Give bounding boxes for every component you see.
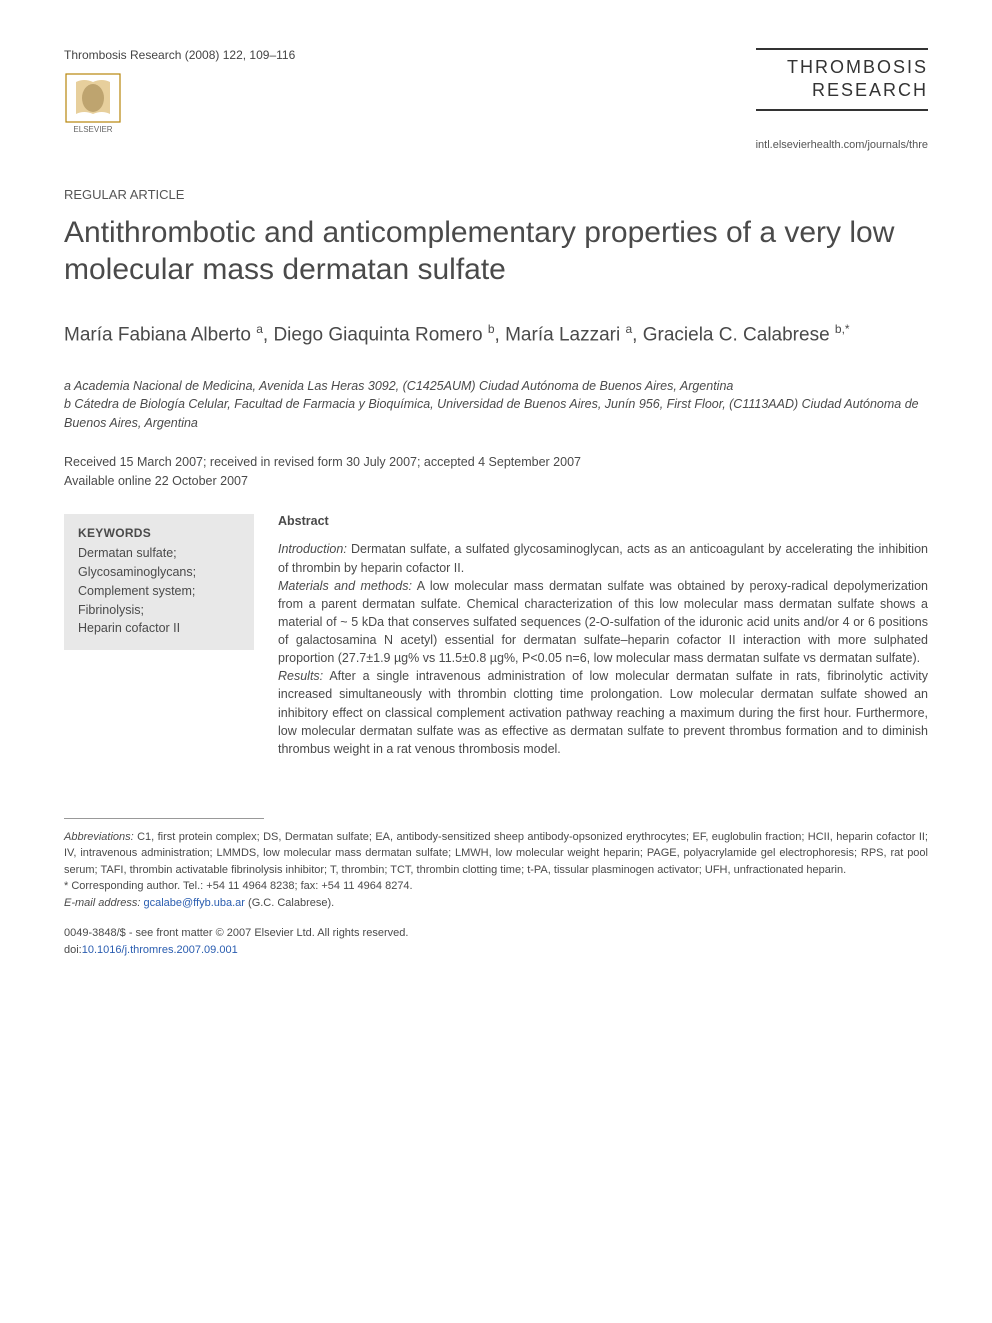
doi-line: doi:10.1016/j.thromres.2007.09.001 — [64, 942, 928, 959]
keyword-item: Heparin cofactor II — [78, 619, 240, 638]
elsevier-logo: ELSEVIER — [64, 72, 122, 136]
abstract-results-text: After a single intravenous administratio… — [278, 669, 928, 756]
email-author: (G.C. Calabrese). — [248, 897, 334, 909]
abstract-methods: Materials and methods: A low molecular m… — [278, 577, 928, 668]
dates-received: Received 15 March 2007; received in revi… — [64, 453, 928, 472]
keyword-item: Fibrinolysis; — [78, 601, 240, 620]
abstract-intro-label: Introduction: — [278, 542, 347, 556]
email-label: E-mail address: — [64, 897, 140, 909]
journal-logo: THROMBOSIS RESEARCH — [756, 48, 928, 111]
journal-name-line2: RESEARCH — [756, 79, 928, 102]
abstract-introduction: Introduction: Dermatan sulfate, a sulfat… — [278, 540, 928, 576]
abstract-column: Abstract Introduction: Dermatan sulfate,… — [278, 514, 928, 758]
citation-text: Thrombosis Research (2008) 122, 109–116 — [64, 48, 295, 62]
header-right: THROMBOSIS RESEARCH intl.elsevierhealth.… — [756, 48, 928, 151]
copyright-block: 0049-3848/$ - see front matter © 2007 El… — [64, 925, 928, 958]
page-header: Thrombosis Research (2008) 122, 109–116 … — [64, 48, 928, 151]
article-title: Antithrombotic and anticomplementary pro… — [64, 214, 928, 289]
header-left: Thrombosis Research (2008) 122, 109–116 … — [64, 48, 295, 136]
affiliation-a: a Academia Nacional de Medicina, Avenida… — [64, 377, 928, 396]
keywords-box: KEYWORDS Dermatan sulfate; Glycosaminogl… — [64, 514, 254, 650]
svg-text:ELSEVIER: ELSEVIER — [73, 125, 112, 134]
keywords-list: Dermatan sulfate; Glycosaminoglycans; Co… — [78, 544, 240, 638]
abstract-results: Results: After a single intravenous admi… — [278, 667, 928, 758]
doi-link[interactable]: 10.1016/j.thromres.2007.09.001 — [82, 944, 238, 956]
journal-name-line1: THROMBOSIS — [756, 56, 928, 79]
abbreviations-text: C1, first protein complex; DS, Dermatan … — [64, 831, 928, 876]
content-row: KEYWORDS Dermatan sulfate; Glycosaminogl… — [64, 514, 928, 758]
copyright-line: 0049-3848/$ - see front matter © 2007 El… — [64, 925, 928, 942]
journal-url: intl.elsevierhealth.com/journals/thre — [756, 139, 928, 151]
abstract-results-label: Results: — [278, 669, 323, 683]
email-link[interactable]: gcalabe@ffyb.uba.ar — [143, 897, 244, 909]
footnotes: Abbreviations: C1, first protein complex… — [64, 829, 928, 912]
abstract-heading: Abstract — [278, 514, 928, 528]
keywords-heading: KEYWORDS — [78, 526, 240, 540]
article-type: REGULAR ARTICLE — [64, 187, 928, 202]
abstract-intro-text: Dermatan sulfate, a sulfated glycosamino… — [278, 542, 928, 574]
article-dates: Received 15 March 2007; received in revi… — [64, 453, 928, 491]
affiliation-b: b Cátedra de Biología Celular, Facultad … — [64, 395, 928, 433]
abbreviations-label: Abbreviations: — [64, 831, 134, 843]
authors-list: María Fabiana Alberto a, Diego Giaquinta… — [64, 321, 928, 349]
affiliations: a Academia Nacional de Medicina, Avenida… — [64, 377, 928, 433]
abstract-methods-label: Materials and methods: — [278, 579, 412, 593]
footnotes-separator — [64, 818, 264, 819]
doi-prefix: doi: — [64, 944, 82, 956]
corresponding-author-footnote: * Corresponding author. Tel.: +54 11 496… — [64, 878, 928, 895]
email-footnote: E-mail address: gcalabe@ffyb.uba.ar (G.C… — [64, 895, 928, 912]
abbreviations-footnote: Abbreviations: C1, first protein complex… — [64, 829, 928, 879]
keyword-item: Complement system; — [78, 582, 240, 601]
keyword-item: Dermatan sulfate; — [78, 544, 240, 563]
keyword-item: Glycosaminoglycans; — [78, 563, 240, 582]
dates-online: Available online 22 October 2007 — [64, 472, 928, 491]
